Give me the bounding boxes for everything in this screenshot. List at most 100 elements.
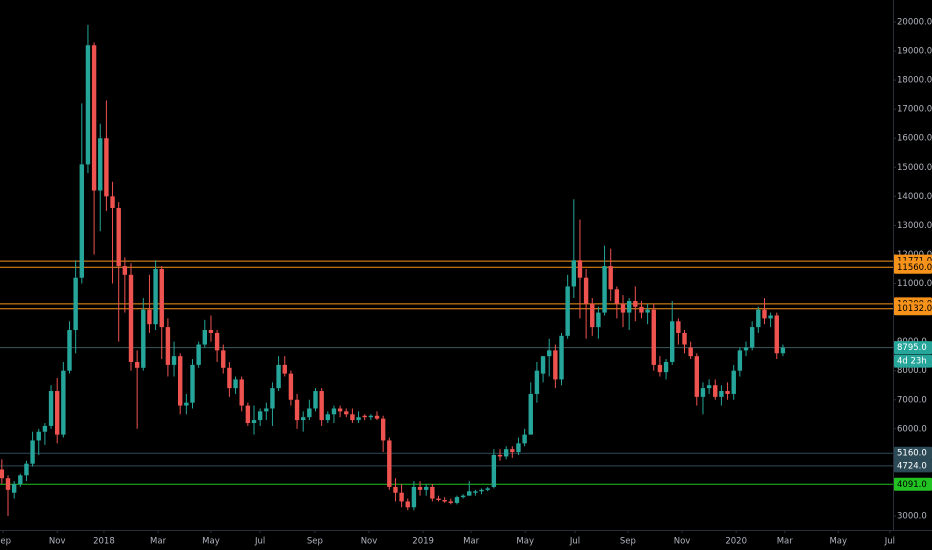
candle-body	[602, 266, 607, 313]
candle-body	[583, 277, 589, 304]
candle-body	[387, 440, 392, 487]
candle-body	[380, 418, 386, 441]
candle-body	[780, 347, 786, 354]
candle-body	[159, 268, 164, 328]
candle-body	[141, 309, 146, 368]
x-tick-label: Nov	[361, 537, 378, 547]
x-tick-label: Jul	[884, 537, 895, 547]
candle-body	[362, 415, 367, 418]
candle-body	[350, 414, 355, 421]
candle-body	[620, 303, 626, 313]
x-tick-label: 2020	[725, 537, 747, 547]
candle-body	[411, 486, 417, 508]
candle-body	[725, 391, 730, 394]
candle-body	[227, 367, 232, 389]
candle-body	[147, 309, 152, 325]
candle-body	[196, 344, 201, 365]
candle-body	[430, 486, 435, 499]
candle-body	[547, 350, 552, 357]
y-tick-label: 6000.0	[897, 424, 927, 434]
candle-body	[288, 373, 294, 400]
candle-body	[479, 489, 484, 492]
candle-body	[251, 420, 257, 424]
candle-body	[18, 475, 23, 485]
price-tag	[894, 341, 932, 355]
candle-body	[768, 315, 773, 319]
candle-body	[417, 486, 423, 490]
candle-body	[356, 417, 361, 421]
candle-body	[245, 405, 251, 424]
candle-body	[663, 361, 669, 373]
candle-body	[571, 260, 577, 287]
candle-body	[399, 492, 404, 502]
candle-body	[171, 356, 177, 365]
y-tick-label: 8000.0	[897, 366, 927, 376]
candle-body	[276, 364, 281, 389]
candle-body	[30, 440, 35, 464]
x-tick-label: Sep	[307, 537, 323, 547]
candle-body	[737, 350, 743, 371]
y-tick-label: 13000.0	[897, 221, 932, 231]
candle-body	[221, 350, 226, 368]
candle-body	[473, 491, 478, 493]
candle-body	[467, 491, 472, 496]
price-tag	[894, 477, 932, 491]
x-tick-label: May	[202, 537, 220, 547]
x-tick-label: May	[516, 537, 534, 547]
candle-body	[5, 478, 11, 490]
candle-body	[491, 454, 497, 487]
candle-body	[190, 364, 195, 403]
candle-body	[497, 454, 503, 457]
candle-body	[257, 411, 263, 421]
candle-body	[516, 443, 521, 453]
x-tick-label: Sep	[0, 537, 11, 547]
candle-body	[405, 501, 410, 508]
candle-body	[485, 488, 490, 490]
candle-body	[553, 350, 558, 380]
price-tag-label: 11560.0	[897, 263, 932, 273]
candle-body	[368, 415, 374, 418]
candle-body	[454, 497, 460, 503]
candle-body	[307, 408, 312, 418]
candle-body	[534, 370, 540, 394]
candle-body	[442, 500, 447, 502]
price-tag-label: 4091.0	[897, 480, 927, 490]
candle-body	[54, 391, 60, 435]
candle-body	[301, 417, 306, 421]
candle-body	[565, 286, 570, 336]
candle-body	[448, 501, 454, 503]
candle-body	[626, 300, 632, 313]
candle-body	[165, 327, 171, 365]
candle-body	[42, 425, 48, 432]
candle-body	[91, 45, 97, 191]
candle-body	[116, 207, 121, 267]
y-tick-label: 16000.0	[897, 134, 932, 144]
candle-body	[645, 309, 650, 313]
candle-body	[510, 449, 515, 453]
candle-body	[694, 356, 700, 397]
candle-body	[731, 370, 736, 394]
x-tick-label: Jul	[569, 537, 580, 547]
candle-body	[264, 408, 269, 412]
price-tag-label: 4724.0	[897, 461, 927, 471]
candle-body	[233, 379, 238, 389]
x-tick-label: 2019	[412, 537, 434, 547]
candle-body	[608, 266, 613, 290]
candle-body	[67, 330, 72, 371]
candle-body	[393, 486, 398, 493]
candle-body	[633, 300, 638, 307]
x-tick-label: May	[829, 537, 847, 547]
candle-body	[460, 495, 466, 498]
x-tick-label: Mar	[463, 537, 480, 547]
candle-body	[122, 266, 128, 275]
price-tag	[894, 459, 932, 473]
x-tick-label: Mar	[150, 537, 167, 547]
candle-body	[202, 330, 207, 345]
candle-body	[713, 385, 718, 397]
candle-body	[153, 268, 158, 325]
y-tick-label: 14000.0	[897, 192, 932, 202]
candle-body	[424, 486, 429, 490]
candle-body	[706, 385, 712, 389]
candle-body	[325, 414, 331, 421]
price-tag	[894, 446, 932, 460]
